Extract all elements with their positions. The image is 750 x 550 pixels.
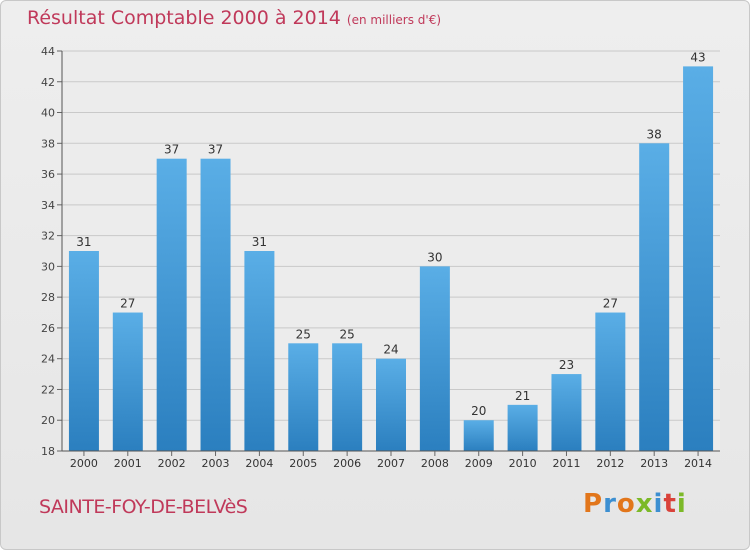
chart-title: Résultat Comptable 2000 à 2014 (en millie… — [27, 7, 441, 29]
data-label-2009: 20 — [471, 404, 486, 418]
x-tick-label-2013: 2013 — [640, 457, 668, 470]
axes: 18 20 22 24 26 28 30 32 34 36 38 40 42 44 2000 2001 2002… — [41, 45, 720, 470]
y-tick-label: 38 — [41, 137, 55, 150]
y-tick-label: 42 — [41, 76, 55, 89]
logo-letter: t — [663, 489, 677, 519]
data-label-2007: 24 — [383, 343, 398, 357]
bar-2004 — [244, 251, 275, 451]
y-tick-label: 20 — [41, 414, 55, 427]
data-label-2006: 25 — [339, 327, 354, 341]
x-tick-label-2009: 2009 — [465, 457, 493, 470]
bar-2009 — [463, 420, 494, 451]
logo-letter: o — [616, 489, 636, 519]
data-label-2005: 25 — [296, 327, 311, 341]
bar-2003 — [200, 158, 231, 451]
bar-2007 — [376, 358, 406, 451]
data-label-2004: 31 — [252, 235, 267, 249]
y-tick-label: 34 — [41, 199, 55, 212]
x-tick-label-2011: 2011 — [552, 457, 580, 470]
x-tick-label-2002: 2002 — [158, 457, 186, 470]
x-tick-label-2008: 2008 — [421, 457, 449, 470]
bar-2010 — [507, 404, 538, 451]
x-tick-label-2003: 2003 — [202, 457, 230, 470]
x-tick-label-2005: 2005 — [289, 457, 317, 470]
y-tick-label: 28 — [41, 291, 55, 304]
title-text: Résultat Comptable 2000 à 2014 — [27, 7, 341, 29]
x-tick-label-2001: 2001 — [114, 457, 142, 470]
y-tick-label: 36 — [41, 168, 55, 181]
bar-2005 — [288, 343, 319, 451]
y-tick-label: 40 — [41, 107, 55, 120]
x-tick-label-2014: 2014 — [684, 457, 712, 470]
y-tick-label: 32 — [41, 230, 55, 243]
x-tick-label-2010: 2010 — [509, 457, 537, 470]
x-tick-label-2004: 2004 — [245, 457, 273, 470]
y-tick-label: 26 — [41, 322, 55, 335]
data-label-2014: 43 — [690, 50, 705, 64]
x-tick-label-2012: 2012 — [596, 457, 624, 470]
bar-2014 — [683, 66, 714, 451]
data-label-2001: 27 — [120, 297, 135, 311]
proxiti-logo[interactable]: Proxiti — [583, 489, 687, 519]
data-label-2013: 38 — [647, 127, 662, 141]
y-tick-label: 30 — [41, 260, 55, 273]
data-label-2002: 37 — [164, 143, 179, 157]
x-tick-label-2007: 2007 — [377, 457, 405, 470]
data-label-2010: 21 — [515, 389, 530, 403]
bars: 31 27 37 37 31 25 25 24 30 20 21 23 27 38 43 — [68, 50, 714, 452]
logo-letter: P — [583, 489, 604, 519]
bar-2000 — [68, 251, 99, 451]
bar-2013 — [639, 143, 670, 452]
bar-2008 — [419, 266, 450, 451]
logo-letter: r — [603, 489, 617, 519]
logo-letter: i — [653, 489, 664, 519]
commune-name: SAINTE-FOY-DE-BELVèS — [39, 496, 248, 518]
y-tick-label: 24 — [41, 353, 55, 366]
x-tick-label-2000: 2000 — [70, 457, 98, 470]
data-label-2011: 23 — [559, 358, 574, 372]
y-tick-label: 44 — [41, 45, 55, 58]
logo-letter: i — [676, 489, 687, 519]
data-label-2000: 31 — [76, 235, 91, 249]
bar-2001 — [112, 312, 143, 451]
data-label-2008: 30 — [427, 250, 442, 264]
x-tick-label-2006: 2006 — [333, 457, 361, 470]
bar-2012 — [595, 312, 626, 451]
logo-letter: x — [635, 489, 654, 519]
bar-2011 — [551, 374, 582, 451]
bar-2002 — [156, 158, 187, 451]
title-unit: (en milliers d'€) — [346, 13, 442, 27]
data-label-2012: 27 — [603, 297, 618, 311]
bar-2006 — [332, 343, 363, 451]
y-tick-label: 18 — [41, 445, 55, 458]
y-tick-label: 22 — [41, 383, 55, 396]
data-label-2003: 37 — [208, 143, 223, 157]
